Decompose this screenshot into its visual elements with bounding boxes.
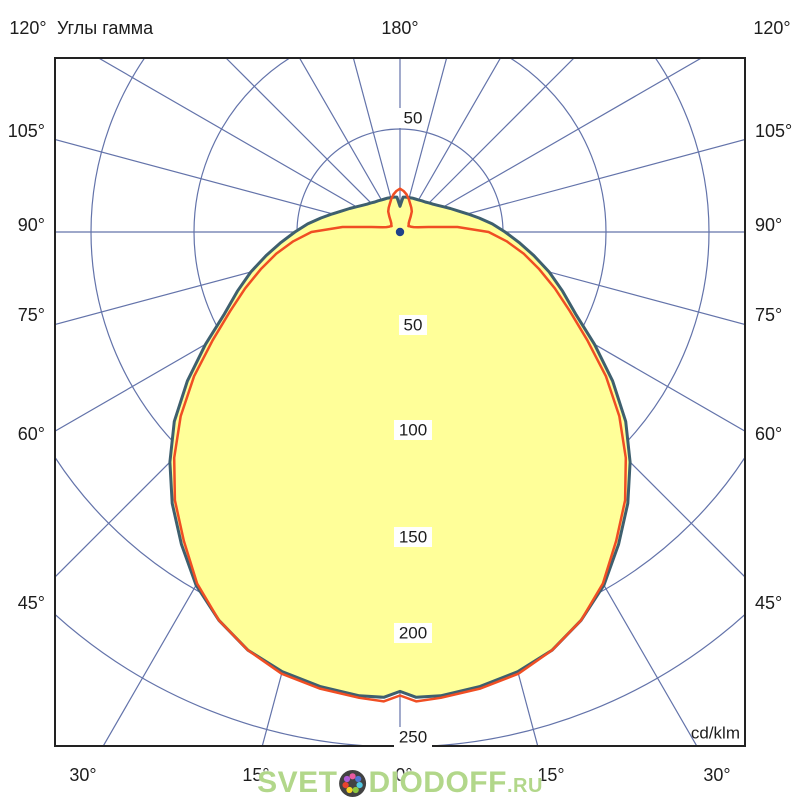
logo-dot [355,775,362,782]
radial-value-label: 250 [399,728,427,747]
watermark-text-svet: SVET [257,766,338,799]
gamma-angle-label-right: 60° [755,424,782,444]
grid-ray [399,58,448,233]
grid-ray [55,138,401,233]
value-label-halo [394,727,432,747]
top-center-angle-label: 180° [381,18,418,38]
value-label-halo [394,527,432,547]
watermark: SVET DIODOFF .RU [257,768,543,798]
value-label-halo [399,315,427,335]
radial-value-label: 50 [404,316,423,335]
intensity-curve-c90-c270 [172,187,628,703]
gamma-angle-label-bottom: 15° [242,765,269,785]
grid-ray [399,138,745,233]
intensity-curves [168,187,632,703]
radial-value-label: 150 [399,528,427,547]
origin-point [395,227,405,237]
grid-ray [399,58,703,233]
grid-ray [399,58,575,233]
grid-ray [97,58,401,233]
watermark-text-diodoff: DIODOFF [368,766,507,799]
value-label-halo [394,623,432,643]
intensity-curve-c0-c180 [168,195,632,699]
corner-angle-right-label: 120° [753,18,790,38]
value-label-halo [394,420,432,440]
watermark-logo-icon [339,769,367,797]
intensity-fill [169,197,631,698]
logo-dot [346,786,353,793]
gamma-angle-label-bottom: 30° [69,765,96,785]
gamma-angle-label-left: 60° [18,424,45,444]
logo-dot [356,781,364,788]
gamma-angle-label-left: 105° [8,121,45,141]
grid-ray [399,58,502,233]
gamma-angle-label-right: 90° [755,215,782,235]
logo-dot [342,781,350,788]
logo-dot [349,772,357,779]
radial-value-label: 50 [404,109,423,128]
radial-value-labels: 50 50 100 150 200 250 [394,108,432,747]
gamma-angle-label-left: 75° [18,305,45,325]
intensity-fill-region [169,197,631,698]
logo-dot [352,786,360,793]
gamma-angle-label-right: 105° [755,121,792,141]
diagram-title: Углы гамма [57,18,154,38]
radial-value-label: 200 [399,624,427,643]
gamma-angle-label-left: 45° [18,593,45,613]
gamma-angle-label-right: 45° [755,593,782,613]
unit-label: cd/klm [691,724,740,743]
grid-ray [352,58,401,233]
watermark-text-ru: .RU [506,775,543,797]
value-label-halo [399,108,427,128]
gamma-angle-label-bottom: 0° [395,765,412,785]
grid-ray [225,58,401,233]
gamma-angle-label-bottom: 15° [537,765,564,785]
grid-ray [298,58,401,233]
gamma-angle-label-bottom: 30° [703,765,730,785]
gamma-angle-label-right: 75° [755,305,782,325]
radial-value-label: 100 [399,421,427,440]
corner-angle-left-label: 120° [9,18,46,38]
gamma-angle-label-left: 90° [18,215,45,235]
logo-dot [344,775,351,782]
angle-labels: 105° 90° 75° 60° 45° 105° 90° 75° 60° 45° 30° 15° 0°… [8,18,792,785]
